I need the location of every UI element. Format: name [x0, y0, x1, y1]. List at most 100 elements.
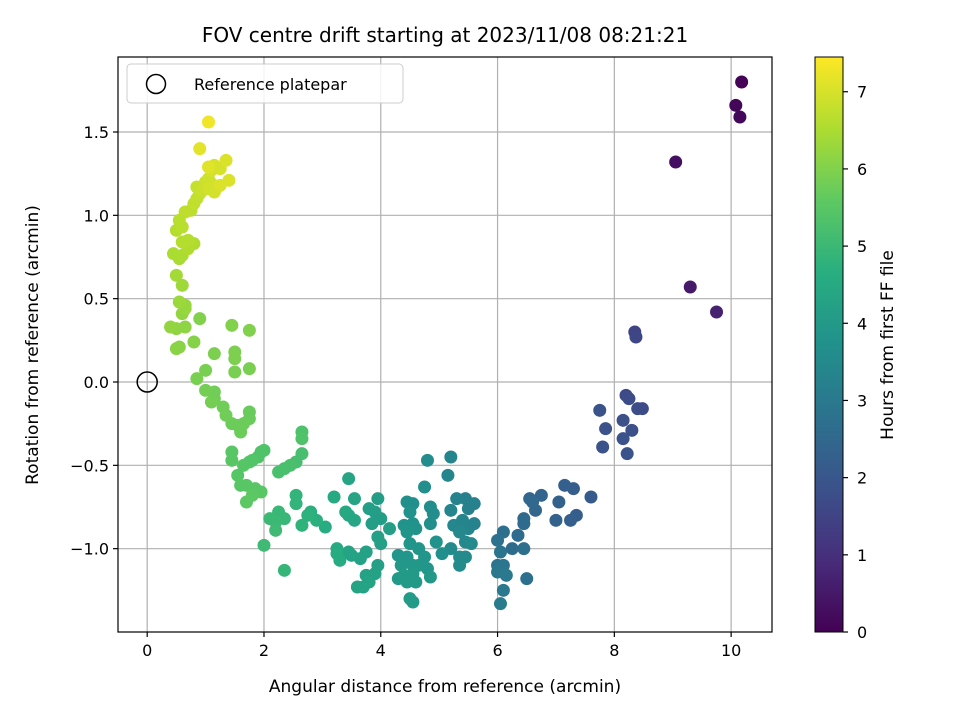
data-point: [418, 550, 432, 564]
x-tick-label: 8: [609, 641, 619, 660]
data-point: [493, 597, 507, 611]
colorbar-tick-label: 6: [857, 160, 867, 179]
data-point: [453, 558, 467, 572]
data-point: [549, 513, 563, 527]
data-point: [347, 492, 361, 506]
data-point: [234, 425, 248, 439]
data-point: [461, 502, 475, 516]
data-point: [228, 365, 242, 379]
data-point: [164, 320, 178, 334]
data-point: [444, 503, 458, 517]
data-point: [683, 280, 697, 294]
data-point: [426, 507, 440, 521]
data-point: [169, 342, 183, 356]
data-point: [187, 335, 201, 349]
data-point: [391, 572, 405, 586]
data-point: [710, 305, 724, 319]
legend-marker-open-circle: [145, 73, 167, 95]
y-axis-ticks: −1.0 −0.5 0.0 0.5 1.0 1.5: [70, 123, 118, 559]
data-point: [418, 480, 432, 494]
data-point: [616, 413, 630, 427]
data-point: [295, 518, 309, 532]
data-point: [635, 402, 649, 416]
data-point: [257, 538, 271, 552]
colorbar-tick-label: 2: [857, 469, 867, 488]
data-point: [406, 595, 420, 609]
data-point: [733, 110, 747, 124]
data-point: [242, 323, 256, 337]
colorbar-tick-label: 5: [857, 237, 867, 256]
data-point: [400, 495, 414, 509]
data-point: [231, 468, 245, 482]
data-point: [629, 330, 643, 344]
data-point: [339, 505, 353, 519]
data-point: [464, 537, 478, 551]
data-point: [199, 383, 213, 397]
legend-box: [126, 63, 404, 104]
data-point: [301, 508, 315, 522]
data-point: [620, 447, 634, 461]
x-tick-label: 0: [142, 641, 152, 660]
data-point: [394, 558, 408, 572]
colorbar-tick-label: 3: [857, 391, 867, 410]
colorbar: 0 1 2 3 4 5 6 7 Hours from first FF file: [814, 56, 898, 642]
data-point: [178, 320, 192, 334]
y-tick-label: 0.0: [84, 373, 109, 392]
colorbar-tick-label: 7: [857, 83, 867, 102]
data-point: [735, 75, 749, 89]
colorbar-tick-label: 4: [857, 314, 867, 333]
data-point: [228, 345, 242, 359]
data-point: [622, 392, 636, 406]
data-point: [729, 98, 743, 112]
data-point: [453, 525, 467, 539]
data-point: [420, 453, 434, 467]
data-point: [423, 517, 437, 531]
data-point: [441, 468, 455, 482]
data-point: [172, 295, 186, 309]
data-point: [242, 362, 256, 376]
y-axis-label: Rotation from reference (arcmin): [23, 205, 43, 485]
data-point: [435, 547, 449, 561]
data-point: [403, 505, 417, 519]
x-axis-label: Angular distance from reference (arcmin): [269, 677, 621, 697]
data-point: [493, 545, 507, 559]
y-tick-label: 1.5: [84, 123, 109, 142]
data-point: [190, 372, 204, 386]
data-point: [526, 495, 540, 509]
data-point: [239, 495, 253, 509]
y-tick-label: −0.5: [70, 456, 109, 475]
data-point: [491, 533, 505, 547]
colorbar-ticks: 0 1 2 3 4 5 6 7: [843, 83, 867, 642]
legend: Reference platepar: [126, 63, 404, 104]
data-point: [593, 403, 607, 417]
data-point: [199, 363, 213, 377]
data-point: [342, 472, 356, 486]
data-point: [272, 465, 286, 479]
data-point: [193, 142, 207, 156]
data-point: [496, 583, 510, 597]
data-point: [400, 525, 414, 539]
grid-lines: [118, 57, 772, 632]
colorbar-tick-label: 1: [857, 546, 867, 565]
data-point: [467, 517, 481, 531]
data-point: [225, 445, 239, 459]
reference-platepar-marker: [136, 371, 158, 393]
x-tick-label: 10: [721, 641, 741, 660]
data-point: [169, 268, 183, 282]
x-axis-ticks: 0 2 4 6 8 10: [142, 632, 741, 660]
data-point: [371, 492, 385, 506]
data-point: [175, 235, 189, 249]
data-point: [444, 450, 458, 464]
data-point: [277, 563, 291, 577]
data-point: [520, 572, 534, 586]
data-point: [342, 545, 356, 559]
data-point: [616, 432, 630, 446]
data-point: [517, 517, 531, 531]
data-point: [423, 570, 437, 584]
data-point: [350, 580, 364, 594]
data-point: [564, 513, 578, 527]
data-point: [383, 522, 397, 536]
data-point: [207, 347, 221, 361]
